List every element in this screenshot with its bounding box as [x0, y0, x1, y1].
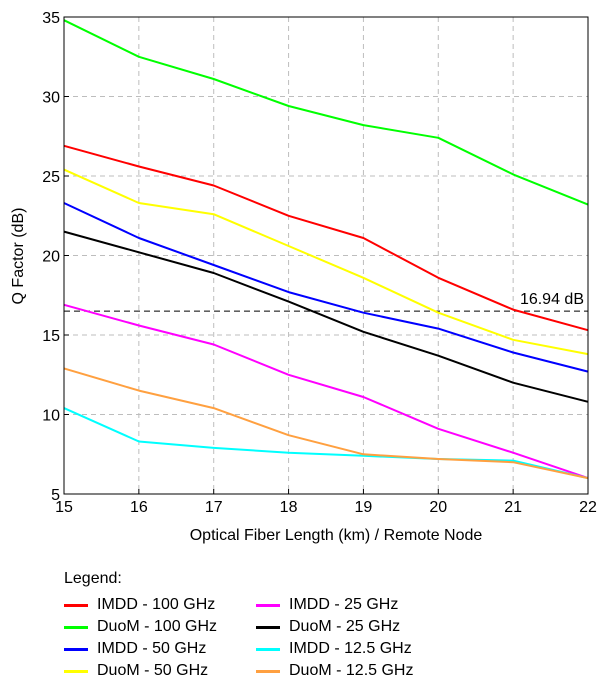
y-tick-label: 10	[42, 408, 60, 425]
legend-label: IMDD - 100 GHz	[97, 596, 216, 613]
legend-label: IMDD - 12.5 GHz	[289, 640, 412, 657]
x-tick-label: 15	[55, 499, 73, 516]
series-line-duom-50-ghz	[63, 168, 589, 356]
legend-swatch	[64, 669, 88, 673]
legend-label: DuoM - 100 GHz	[97, 618, 218, 635]
y-tick-label: 15	[42, 328, 60, 345]
line-chart: 16.94 dB 15 16 17 18 19 20 21 22 5101520253035 …	[10, 10, 597, 544]
x-tick-label: 17	[205, 499, 223, 516]
legend-label: DuoM - 50 GHz	[97, 662, 209, 679]
x-tick-label: 16	[130, 499, 148, 516]
threshold: 16.94 dB	[64, 291, 588, 312]
legend-item: DuoM - 25 GHz	[256, 616, 456, 638]
series-line-duom-25-ghz	[63, 230, 589, 403]
legend-item: IMDD - 50 GHz	[64, 638, 256, 660]
series-line-imdd-12-5-ghz	[63, 407, 589, 480]
legend-swatch	[64, 647, 88, 651]
series-line-duom-12-5-ghz	[63, 367, 589, 480]
legend-label: DuoM - 25 GHz	[289, 618, 401, 635]
legend-swatch	[64, 603, 88, 607]
y-tick-label: 35	[42, 10, 60, 27]
y-tick-label: 5	[51, 487, 60, 504]
y-axis-label: Q Factor (dB)	[10, 208, 27, 305]
legend-swatch	[256, 603, 280, 607]
legend-entries: IMDD - 100 GHz IMDD - 25 GHz DuoM - 100 GH…	[64, 594, 456, 682]
legend-title: Legend:	[64, 570, 122, 587]
legend-label: IMDD - 50 GHz	[97, 640, 207, 657]
legend-label: IMDD - 25 GHz	[289, 596, 399, 613]
series-lines	[63, 19, 589, 480]
x-axis-label: Optical Fiber Length (km) / Remote Node	[190, 527, 483, 544]
x-tick-label: 18	[280, 499, 298, 516]
legend-swatch	[256, 669, 280, 673]
legend-swatch	[64, 625, 88, 629]
legend-item: IMDD - 12.5 GHz	[256, 638, 456, 660]
threshold-label: 16.94 dB	[520, 291, 584, 308]
legend: Legend: IMDD - 100 GHz IMDD - 25 GHz DuoM …	[64, 570, 456, 682]
legend-swatch	[256, 625, 280, 629]
legend-item: DuoM - 50 GHz	[64, 660, 256, 682]
grid	[64, 17, 588, 494]
y-tick-label: 30	[42, 90, 60, 107]
legend-item: DuoM - 12.5 GHz	[256, 660, 456, 682]
x-tick-label: 21	[504, 499, 522, 516]
series-line-imdd-100-ghz	[63, 144, 589, 332]
y-tick-label: 20	[42, 249, 60, 266]
legend-swatch	[256, 647, 280, 651]
y-tick-labels: 5 10 15 20 25 30 35	[42, 10, 69, 504]
x-tick-label: 22	[579, 499, 597, 516]
legend-item: IMDD - 100 GHz	[64, 594, 256, 616]
series-line-imdd-25-ghz	[63, 303, 589, 480]
series-line-duom-100-ghz	[63, 19, 589, 206]
x-tick-label: 20	[429, 499, 447, 516]
x-tick-label: 19	[355, 499, 373, 516]
legend-label: DuoM - 12.5 GHz	[289, 662, 414, 679]
legend-item: IMDD - 25 GHz	[256, 594, 456, 616]
series-line-imdd-50-ghz	[63, 202, 589, 373]
x-tick-labels: 15 16 17 18 19 20 21 22	[55, 489, 597, 516]
y-tick-label: 25	[42, 169, 60, 186]
legend-item: DuoM - 100 GHz	[64, 616, 256, 638]
